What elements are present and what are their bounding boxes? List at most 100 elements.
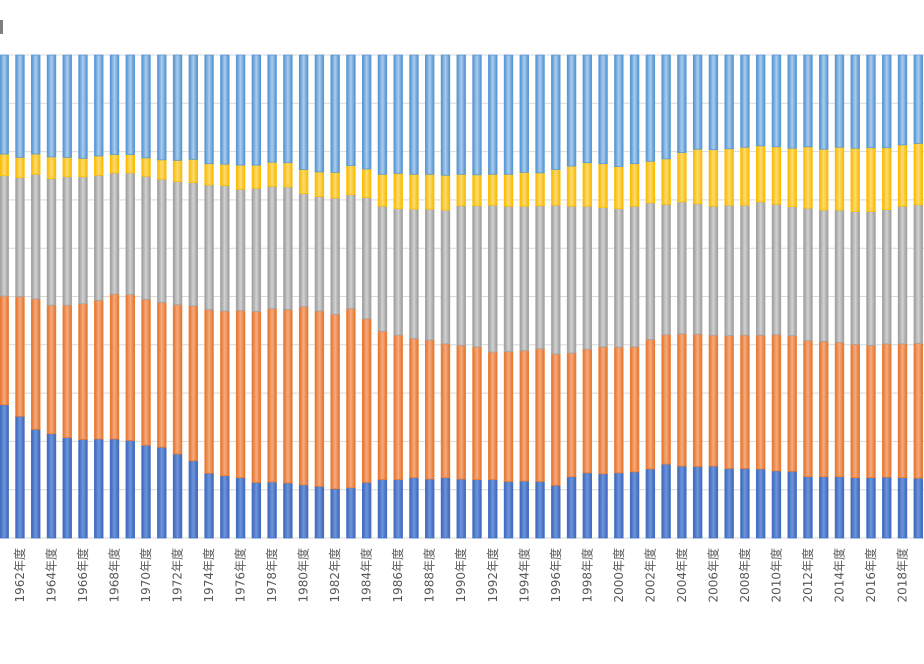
bar-segment xyxy=(819,54,829,150)
bar-segment xyxy=(188,158,199,183)
bar-segment xyxy=(125,294,135,441)
bar-segment xyxy=(535,205,545,350)
bar-segment xyxy=(740,54,750,148)
bar-segment xyxy=(157,446,167,539)
bar-segment xyxy=(425,173,435,210)
bar-segment xyxy=(377,205,388,332)
bar-segment xyxy=(535,54,545,174)
bar-segment xyxy=(882,54,892,149)
bar-segment xyxy=(551,484,561,539)
bar-segment xyxy=(62,304,72,438)
bar-segment xyxy=(0,295,9,406)
bar-segment xyxy=(440,477,451,539)
bar-segment xyxy=(598,473,608,539)
bar-segment xyxy=(535,172,545,207)
bar-segment xyxy=(661,54,671,160)
bar-segment xyxy=(566,165,577,207)
bar-segment xyxy=(425,54,435,175)
x-tick-label: 1992年度 xyxy=(485,548,500,603)
bar-segment xyxy=(834,476,845,539)
bar-segment xyxy=(31,298,41,430)
bar-segment xyxy=(692,466,703,539)
bar-segment xyxy=(141,157,151,177)
bar-segment xyxy=(141,444,151,539)
bar-segment xyxy=(298,484,309,539)
bar-segment xyxy=(740,146,750,206)
bar-segment xyxy=(204,163,214,186)
bar-segment xyxy=(850,343,860,479)
bar-segment xyxy=(582,348,593,474)
bar-segment xyxy=(503,205,514,352)
bar-segment xyxy=(109,54,120,155)
bar-segment xyxy=(913,477,923,539)
x-tick-label: 1972年度 xyxy=(170,548,185,603)
bar-segment xyxy=(551,54,561,170)
bar-segment xyxy=(220,54,230,165)
bar-segment xyxy=(78,54,88,159)
bar-segment xyxy=(566,352,577,478)
bar-segment xyxy=(472,479,482,539)
bar-segment xyxy=(0,175,9,297)
bar-segment xyxy=(850,147,860,212)
bar-segment xyxy=(46,156,57,180)
bar-segment xyxy=(598,346,608,475)
bar-segment xyxy=(440,54,451,176)
bar-segment xyxy=(314,54,325,173)
bar-segment xyxy=(614,208,624,348)
x-tick-label: 1990年度 xyxy=(453,548,468,603)
bar-segment xyxy=(472,54,482,176)
bar-segment xyxy=(157,178,167,303)
bar-segment xyxy=(897,477,908,539)
bar-segment xyxy=(771,203,782,336)
bar-segment xyxy=(172,453,183,539)
bar-segment xyxy=(692,333,703,467)
bar-segment xyxy=(488,479,498,539)
bar-segment xyxy=(771,470,782,539)
bar-segment xyxy=(283,162,293,188)
bar-segment xyxy=(15,296,25,417)
bar-segment xyxy=(819,476,829,539)
bar-segment xyxy=(78,176,88,305)
bar-segment xyxy=(803,340,813,478)
bar-segment xyxy=(566,476,577,539)
bar-segment xyxy=(488,204,498,353)
bar-segment xyxy=(692,203,703,335)
bar-segment xyxy=(519,205,529,351)
bar-segment xyxy=(298,193,309,308)
bar-segment xyxy=(393,479,403,539)
bar-segment xyxy=(677,152,687,203)
bar-segment xyxy=(235,188,246,311)
bar-segment xyxy=(488,351,498,480)
bar-segment xyxy=(251,54,262,166)
x-tick-label: 1978年度 xyxy=(264,548,279,603)
bar-segment xyxy=(15,54,25,158)
bar-segment xyxy=(834,209,845,343)
bar-segment xyxy=(361,54,372,170)
bar-segment xyxy=(0,153,9,177)
bar-segment xyxy=(393,334,403,480)
bar-segment xyxy=(330,313,340,490)
bar-segment xyxy=(519,54,529,173)
bar-segment xyxy=(850,211,860,345)
bar-segment xyxy=(78,303,88,440)
bar-segment xyxy=(172,54,183,161)
bar-segment xyxy=(46,54,57,158)
bar-segment xyxy=(771,54,782,148)
bar-segment xyxy=(220,310,230,477)
bar-segment xyxy=(866,147,876,212)
bar-segment xyxy=(661,463,671,539)
bar-segment xyxy=(677,54,687,153)
x-tick-label: 1996年度 xyxy=(548,548,563,603)
bar-segment xyxy=(109,438,120,539)
panel-corner-mark xyxy=(0,20,3,34)
bar-segment xyxy=(708,205,719,336)
bar-segment xyxy=(377,479,388,539)
bar-segment xyxy=(740,204,750,336)
bar-segment xyxy=(62,54,72,158)
bar-segment xyxy=(346,194,356,309)
bar-segment xyxy=(377,54,388,175)
bar-segment xyxy=(393,172,403,209)
bar-segment xyxy=(787,147,797,208)
bar-segment xyxy=(125,154,135,174)
bar-segment xyxy=(724,335,734,469)
